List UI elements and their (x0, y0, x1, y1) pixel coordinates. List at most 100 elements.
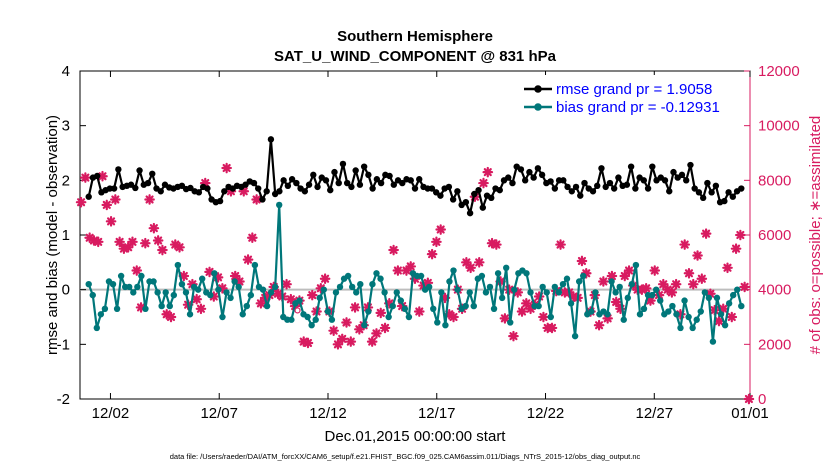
bias-point (681, 297, 688, 304)
bias-point (511, 286, 518, 293)
rmse-point (517, 166, 525, 173)
bias-point (126, 283, 133, 291)
obs-count-marker (114, 236, 125, 248)
obs-count-marker (649, 265, 661, 276)
obs-count-marker (174, 242, 185, 253)
bias-point (729, 291, 737, 299)
rmse-point (136, 167, 143, 174)
x-tick-label: 01/01 (731, 405, 769, 422)
obs-count-marker (482, 166, 494, 178)
bias-point (219, 313, 226, 321)
obs-count-marker (131, 265, 143, 276)
bias-point (186, 311, 194, 318)
rmse-point (627, 163, 635, 170)
rmse-point (568, 188, 575, 195)
obs-count-marker (80, 172, 91, 183)
obs-count-marker (713, 315, 725, 327)
obs-count-marker (478, 177, 489, 189)
y-tick-label: 3 (62, 118, 70, 135)
bias-point (721, 322, 729, 329)
obs-count-marker (375, 307, 387, 319)
bias-point (705, 294, 713, 302)
bias-point (154, 289, 161, 296)
bias-point (648, 291, 656, 299)
rmse-point (377, 179, 385, 187)
rmse-point (547, 178, 554, 185)
rmse-point (666, 188, 673, 195)
x-axis-label: Dec.01,2015 00:00:00 start (325, 428, 507, 445)
obs-count-marker (140, 237, 151, 249)
rmse-point (445, 183, 453, 191)
rmse-point (466, 209, 474, 217)
bias-point (134, 283, 141, 291)
rmse-point (390, 181, 398, 188)
bias-point (657, 297, 664, 304)
bias-point (701, 289, 709, 296)
rmse-point (216, 197, 224, 205)
obs-count-marker (328, 325, 339, 336)
bias-point (316, 294, 323, 302)
y-right-tick-label: 2000 (758, 336, 791, 353)
obs-count-marker (152, 235, 164, 246)
rmse-point (496, 186, 503, 194)
rmse-point (594, 182, 601, 189)
rmse-point (411, 185, 419, 192)
rmse-point (195, 189, 203, 196)
bias-point (332, 289, 340, 296)
bias-point (215, 286, 222, 293)
y-tick-label: 4 (62, 63, 70, 80)
legend: rmse grand pr = 1.9058 bias grand pr = -… (521, 75, 746, 119)
bias-point (389, 302, 396, 310)
bias-point (405, 313, 413, 321)
bias-point (138, 272, 145, 280)
rmse-point (221, 188, 228, 195)
obs-count-marker (332, 339, 344, 350)
bias-point (717, 311, 725, 318)
obs-count-marker (388, 244, 399, 256)
obs-count-marker (302, 337, 314, 349)
rmse-point (263, 188, 270, 195)
bias-point (640, 305, 648, 312)
bias-point (109, 281, 117, 288)
y-tick-label: 2 (62, 172, 70, 189)
bias-point (243, 302, 250, 310)
bias-point (150, 278, 157, 285)
bias-point (673, 311, 680, 318)
rmse-point (521, 177, 529, 184)
rmse-point (581, 179, 588, 187)
y-tick-label: -1 (57, 336, 70, 353)
rmse-point (204, 185, 211, 192)
y-right-tick-label: 4000 (758, 282, 791, 299)
bias-point (486, 283, 494, 291)
rmse-point (670, 168, 677, 176)
bias-point (709, 338, 717, 345)
rmse-point (144, 179, 152, 187)
x-tick-label: 12/12 (309, 405, 347, 422)
bias-point (113, 305, 121, 312)
bias-point (373, 270, 380, 277)
rmse-point (365, 171, 372, 179)
bias-point (377, 275, 384, 282)
obs-count-marker (75, 196, 87, 208)
bias-point (527, 289, 534, 296)
rmse-point (331, 168, 338, 176)
bias-point (385, 313, 392, 321)
bias-point (158, 302, 165, 310)
bias-point (239, 311, 246, 318)
bias-series (85, 201, 745, 345)
rmse-point (623, 181, 631, 188)
bias-point (304, 313, 311, 321)
rmse-point (322, 177, 330, 184)
bias-point (535, 302, 542, 310)
bias-point (693, 316, 700, 323)
rmse-point (259, 196, 266, 203)
bias-point (211, 270, 218, 277)
bias-point (725, 300, 733, 307)
rmse-point (310, 171, 317, 179)
obs-count-marker (336, 333, 348, 345)
bias-point (235, 283, 242, 291)
obs-count-marker (242, 254, 254, 265)
obs-count-marker (623, 265, 635, 276)
bias-point (539, 283, 546, 291)
bias-point (608, 278, 615, 285)
